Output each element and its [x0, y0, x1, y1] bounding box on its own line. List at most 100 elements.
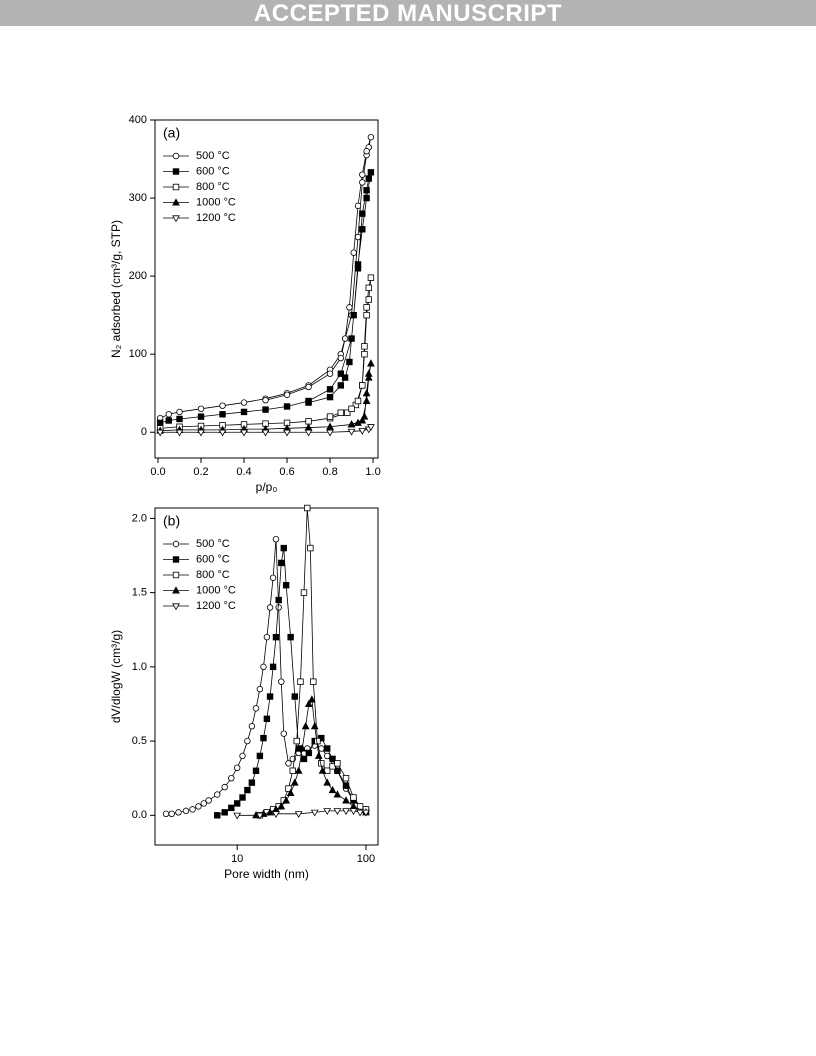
- data-point: [280, 544, 287, 552]
- data-point: [348, 335, 355, 342]
- data-point: [367, 274, 375, 281]
- data-point: [289, 767, 296, 774]
- data-point: [354, 418, 362, 426]
- data-point: [323, 778, 332, 786]
- data-point: [333, 808, 342, 816]
- data-point: [168, 810, 175, 818]
- data-point: [305, 749, 313, 757]
- data-point: [363, 187, 370, 194]
- data-point: [239, 794, 246, 801]
- data-point: [328, 785, 337, 794]
- data-point: [162, 810, 170, 818]
- data-point: [266, 808, 274, 816]
- data-point: [344, 409, 351, 416]
- data-point: [348, 405, 355, 413]
- legend-label: 1000 °C: [196, 196, 236, 208]
- data-point: [349, 808, 358, 816]
- data-point: [256, 752, 264, 760]
- data-point: [326, 429, 334, 437]
- legend-marker: [172, 168, 180, 175]
- legend-marker: [172, 215, 180, 223]
- legend-label: 1000 °C: [196, 584, 236, 596]
- data-point: [282, 581, 290, 589]
- data-point: [367, 424, 375, 431]
- data-point: [233, 764, 241, 772]
- y-tick-label: 400: [129, 114, 147, 126]
- data-point: [266, 693, 274, 700]
- data-point: [244, 737, 251, 745]
- data-point: [291, 693, 298, 700]
- data-point: [240, 429, 248, 437]
- data-point: [262, 397, 269, 404]
- data-point: [360, 412, 369, 420]
- data-point: [326, 393, 334, 401]
- data-point: [363, 304, 370, 311]
- data-point: [337, 370, 344, 377]
- data-point: [165, 417, 172, 424]
- series-line: [160, 172, 372, 424]
- data-point: [359, 382, 366, 389]
- y-tick-label: 100: [129, 348, 147, 360]
- data-point: [277, 802, 286, 810]
- legend-label: 800 °C: [196, 181, 230, 193]
- data-point: [221, 809, 228, 816]
- data-point: [362, 809, 370, 817]
- x-axis-label: p/p₀: [256, 480, 278, 494]
- data-point: [304, 699, 313, 707]
- data-point: [324, 745, 331, 752]
- legend-label: 1200 °C: [196, 600, 236, 612]
- header: ACCEPTED MANUSCRIPT: [0, 0, 816, 27]
- data-point: [365, 175, 372, 182]
- data-point: [275, 604, 282, 611]
- data-point: [359, 226, 366, 233]
- data-point: [298, 744, 307, 752]
- data-point: [365, 284, 372, 292]
- legend-marker: [172, 198, 180, 206]
- y-tick-label: 2.0: [132, 512, 147, 524]
- legend-label: 1200 °C: [196, 212, 236, 224]
- data-point: [189, 806, 196, 813]
- y-axis-label: N₂ adsorbed (cm³/g, STP): [109, 220, 123, 358]
- data-point: [342, 796, 350, 804]
- data-point: [263, 633, 271, 641]
- y-tick-label: 200: [129, 270, 147, 282]
- data-point: [261, 429, 270, 437]
- data-point: [221, 783, 228, 791]
- data-point: [342, 774, 350, 782]
- data-point: [350, 311, 357, 319]
- data-point: [195, 803, 202, 810]
- data-point: [214, 812, 221, 819]
- data-point: [358, 416, 367, 424]
- data-point: [310, 678, 317, 685]
- data-point: [326, 413, 334, 420]
- data-point: [219, 402, 226, 409]
- data-point: [256, 685, 264, 693]
- data-point: [314, 751, 323, 759]
- data-point: [301, 721, 310, 730]
- legend-marker: [172, 540, 180, 548]
- data-point: [197, 413, 205, 420]
- y-tick-label: 0.0: [132, 809, 147, 821]
- data-point: [359, 171, 366, 178]
- data-point: [341, 374, 349, 381]
- data-point: [175, 429, 184, 437]
- data-point: [260, 734, 267, 742]
- legend-marker: [172, 571, 180, 579]
- data-point: [346, 304, 353, 311]
- data-point: [252, 705, 260, 712]
- data-point: [165, 411, 172, 418]
- y-tick-label: 1.0: [132, 661, 147, 673]
- data-point: [304, 429, 313, 437]
- data-point: [176, 408, 183, 416]
- data-point: [334, 767, 341, 774]
- data-point: [182, 807, 190, 815]
- data-point: [228, 774, 235, 782]
- data-point: [362, 396, 371, 405]
- data-point: [197, 405, 205, 413]
- data-point: [228, 804, 235, 812]
- data-point: [337, 382, 344, 389]
- data-point: [233, 812, 242, 820]
- data-point: [310, 809, 319, 817]
